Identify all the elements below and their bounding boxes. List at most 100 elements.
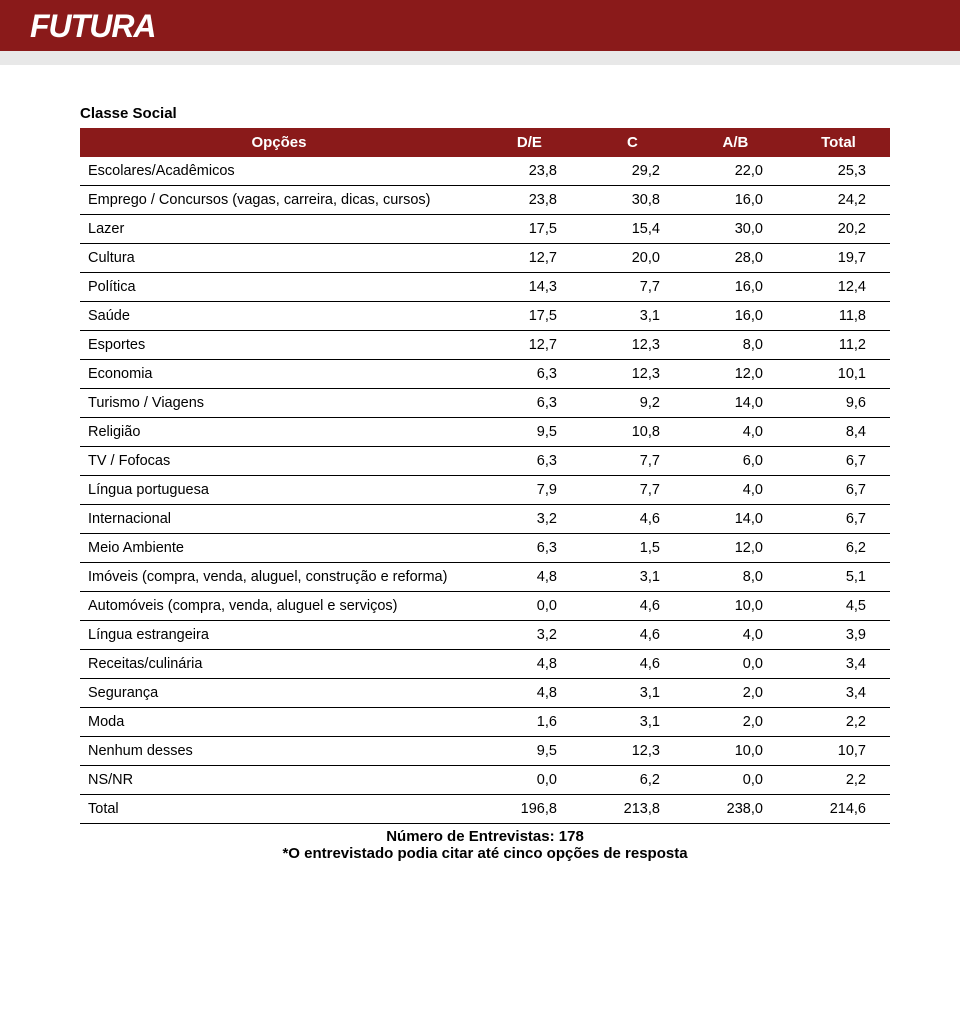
row-value: 238,0 bbox=[684, 795, 787, 824]
row-value: 29,2 bbox=[581, 157, 684, 186]
row-value: 3,1 bbox=[581, 302, 684, 331]
row-value: 7,7 bbox=[581, 476, 684, 505]
row-value: 14,0 bbox=[684, 505, 787, 534]
col-header-total: Total bbox=[787, 128, 890, 157]
row-value: 6,3 bbox=[478, 389, 581, 418]
row-label: Esportes bbox=[80, 331, 478, 360]
row-label: Internacional bbox=[80, 505, 478, 534]
row-value: 3,2 bbox=[478, 505, 581, 534]
row-value: 4,0 bbox=[684, 418, 787, 447]
row-label: Segurança bbox=[80, 679, 478, 708]
row-value: 6,3 bbox=[478, 360, 581, 389]
row-label: Moda bbox=[80, 708, 478, 737]
table-row: NS/NR0,06,20,02,2 bbox=[80, 766, 890, 795]
table-row: Economia6,312,312,010,1 bbox=[80, 360, 890, 389]
row-value: 12,0 bbox=[684, 534, 787, 563]
row-value: 10,7 bbox=[787, 737, 890, 766]
row-label: Cultura bbox=[80, 244, 478, 273]
footer-note: *O entrevistado podia citar até cinco op… bbox=[80, 845, 890, 862]
table-row: Total196,8213,8238,0214,6 bbox=[80, 795, 890, 824]
row-value: 23,8 bbox=[478, 157, 581, 186]
row-value: 14,3 bbox=[478, 273, 581, 302]
table-row: Religião9,510,84,08,4 bbox=[80, 418, 890, 447]
row-value: 2,0 bbox=[684, 679, 787, 708]
col-header-opcoes: Opções bbox=[80, 128, 478, 157]
row-value: 12,7 bbox=[478, 244, 581, 273]
row-value: 4,6 bbox=[581, 592, 684, 621]
row-value: 17,5 bbox=[478, 302, 581, 331]
table-row: Nenhum desses9,512,310,010,7 bbox=[80, 737, 890, 766]
row-value: 7,7 bbox=[581, 273, 684, 302]
row-value: 2,0 bbox=[684, 708, 787, 737]
row-label: Meio Ambiente bbox=[80, 534, 478, 563]
row-value: 4,0 bbox=[684, 621, 787, 650]
table-row: Turismo / Viagens6,39,214,09,6 bbox=[80, 389, 890, 418]
row-value: 1,5 bbox=[581, 534, 684, 563]
section-title: Classe Social bbox=[80, 105, 890, 122]
row-value: 3,4 bbox=[787, 650, 890, 679]
row-value: 16,0 bbox=[684, 302, 787, 331]
row-value: 214,6 bbox=[787, 795, 890, 824]
row-label: Religião bbox=[80, 418, 478, 447]
footer-interview-count: Número de Entrevistas: 178 bbox=[80, 828, 890, 845]
row-value: 20,2 bbox=[787, 215, 890, 244]
row-value: 12,4 bbox=[787, 273, 890, 302]
row-value: 9,6 bbox=[787, 389, 890, 418]
row-label: Nenhum desses bbox=[80, 737, 478, 766]
data-table: Opções D/E C A/B Total Escolares/Acadêmi… bbox=[80, 128, 890, 824]
table-row: Língua estrangeira3,24,64,03,9 bbox=[80, 621, 890, 650]
table-body: Escolares/Acadêmicos23,829,222,025,3Empr… bbox=[80, 157, 890, 824]
row-value: 9,2 bbox=[581, 389, 684, 418]
row-value: 7,9 bbox=[478, 476, 581, 505]
table-row: Lazer17,515,430,020,2 bbox=[80, 215, 890, 244]
row-label: TV / Fofocas bbox=[80, 447, 478, 476]
row-value: 4,0 bbox=[684, 476, 787, 505]
row-value: 3,1 bbox=[581, 708, 684, 737]
row-value: 30,0 bbox=[684, 215, 787, 244]
row-value: 7,7 bbox=[581, 447, 684, 476]
table-row: Automóveis (compra, venda, aluguel e ser… bbox=[80, 592, 890, 621]
table-row: Política14,37,716,012,4 bbox=[80, 273, 890, 302]
row-value: 22,0 bbox=[684, 157, 787, 186]
row-value: 10,0 bbox=[684, 592, 787, 621]
row-value: 2,2 bbox=[787, 708, 890, 737]
row-value: 17,5 bbox=[478, 215, 581, 244]
row-value: 4,8 bbox=[478, 679, 581, 708]
row-value: 6,2 bbox=[787, 534, 890, 563]
row-value: 6,7 bbox=[787, 447, 890, 476]
row-value: 6,7 bbox=[787, 476, 890, 505]
row-value: 6,2 bbox=[581, 766, 684, 795]
table-row: Esportes12,712,38,011,2 bbox=[80, 331, 890, 360]
row-label: Escolares/Acadêmicos bbox=[80, 157, 478, 186]
row-value: 3,1 bbox=[581, 679, 684, 708]
row-value: 10,0 bbox=[684, 737, 787, 766]
row-value: 2,2 bbox=[787, 766, 890, 795]
row-value: 4,6 bbox=[581, 650, 684, 679]
row-value: 4,8 bbox=[478, 563, 581, 592]
table-header-row: Opções D/E C A/B Total bbox=[80, 128, 890, 157]
row-value: 213,8 bbox=[581, 795, 684, 824]
row-value: 1,6 bbox=[478, 708, 581, 737]
row-value: 16,0 bbox=[684, 273, 787, 302]
row-label: Saúde bbox=[80, 302, 478, 331]
row-value: 9,5 bbox=[478, 418, 581, 447]
row-value: 12,7 bbox=[478, 331, 581, 360]
row-label: Política bbox=[80, 273, 478, 302]
row-label: Receitas/culinária bbox=[80, 650, 478, 679]
row-label: Imóveis (compra, venda, aluguel, constru… bbox=[80, 563, 478, 592]
row-value: 4,5 bbox=[787, 592, 890, 621]
row-label: Língua portuguesa bbox=[80, 476, 478, 505]
row-value: 15,4 bbox=[581, 215, 684, 244]
row-value: 196,8 bbox=[478, 795, 581, 824]
row-value: 6,3 bbox=[478, 534, 581, 563]
table-row: Emprego / Concursos (vagas, carreira, di… bbox=[80, 186, 890, 215]
table-row: TV / Fofocas6,37,76,06,7 bbox=[80, 447, 890, 476]
page-content: Classe Social Opções D/E C A/B Total Esc… bbox=[0, 65, 960, 902]
row-value: 14,0 bbox=[684, 389, 787, 418]
table-row: Internacional3,24,614,06,7 bbox=[80, 505, 890, 534]
row-value: 5,1 bbox=[787, 563, 890, 592]
row-value: 0,0 bbox=[684, 650, 787, 679]
row-value: 11,8 bbox=[787, 302, 890, 331]
row-value: 6,0 bbox=[684, 447, 787, 476]
table-row: Saúde17,53,116,011,8 bbox=[80, 302, 890, 331]
